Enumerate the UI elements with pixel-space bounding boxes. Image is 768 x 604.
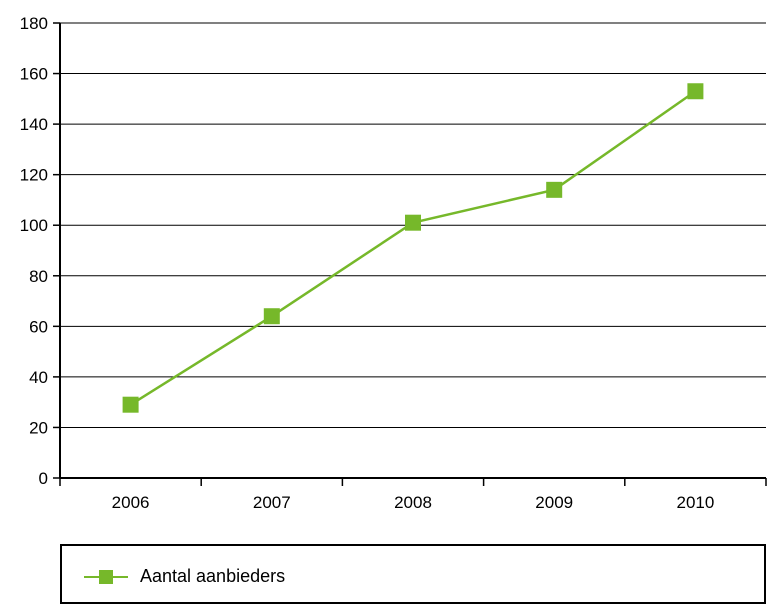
- series-line-0: [129, 90, 697, 406]
- axes: [59, 23, 766, 479]
- x-tick-label-2008: 2008: [394, 493, 432, 512]
- x-tick-label-2010: 2010: [676, 493, 714, 512]
- y-tick-label: 0: [39, 469, 48, 488]
- x-tick-label-2007: 2007: [253, 493, 291, 512]
- x-axis-ticks: 2006 2007 2008 2009 2010: [59, 478, 767, 512]
- y-tick-label: 160: [20, 65, 48, 84]
- y-tick-label: 80: [29, 267, 48, 286]
- data-point-2007: [263, 308, 280, 325]
- y-tick-label: 180: [20, 14, 48, 33]
- legend-marker-square-icon: [99, 569, 113, 584]
- y-tick-label: 20: [29, 418, 48, 437]
- legend-label: Aantal aanbieders: [140, 566, 286, 586]
- data-point-2006: [122, 396, 139, 413]
- x-tick-label-2006: 2006: [112, 493, 150, 512]
- data-point-2010: [687, 83, 704, 100]
- data-point-2009: [546, 181, 563, 198]
- y-axis-ticks: 0 20 40 60 80 100 120 140 160 180: [20, 14, 60, 488]
- legend-swatch: [84, 569, 128, 584]
- series-layer: [122, 83, 704, 413]
- x-tick-label-2009: 2009: [535, 493, 573, 512]
- y-tick-label: 120: [20, 166, 48, 185]
- data-point-2008: [405, 214, 421, 231]
- y-tick-label: 140: [20, 115, 48, 134]
- legend-item-aantal-aanbieders: Aantal aanbieders: [84, 566, 285, 587]
- y-tick-label: 40: [29, 368, 48, 387]
- legend: Aantal aanbieders: [60, 544, 766, 604]
- y-tick-label: 60: [29, 317, 48, 336]
- y-tick-label: 100: [20, 216, 48, 235]
